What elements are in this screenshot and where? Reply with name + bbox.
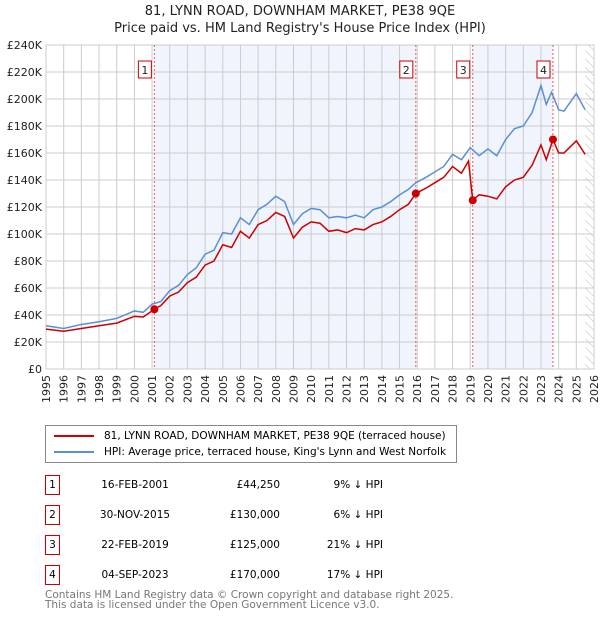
x-tick-label: 2003 — [181, 375, 194, 403]
y-tick-label: £220K — [7, 66, 43, 79]
sale-label-box — [456, 60, 471, 79]
x-tick-label: 2019 — [464, 375, 477, 403]
series-line — [45, 137, 586, 332]
sale-price: £170,000 — [229, 569, 280, 581]
sale-row: 2 30-NOV-2015 £130,000 6% ↓ HPI — [45, 505, 465, 525]
y-tick-label: £160K — [7, 147, 43, 160]
sale-hpi-diff: 9% ↓ HPI — [333, 479, 383, 491]
sale-hpi-diff: 17% ↓ HPI — [326, 569, 383, 581]
x-tick-label: 2013 — [358, 375, 371, 403]
x-tick-label: 2018 — [447, 375, 460, 403]
x-tick-label: 2001 — [146, 375, 159, 403]
footer: Contains HM Land Registry data © Crown c… — [45, 589, 454, 611]
x-tick-label: 1998 — [93, 375, 106, 403]
sale-point — [548, 135, 557, 144]
plot-area: 1995 1996 1997 1998 1999 2000 2001 2002 2003 2004… — [7, 39, 600, 403]
y-tick-label: £140K — [7, 174, 43, 187]
x-tick-label: 2009 — [287, 375, 300, 403]
x-tick-label: 2021 — [500, 375, 513, 403]
x-tick-label: 1996 — [58, 375, 71, 403]
sale-date: 22-FEB-2019 — [101, 539, 169, 551]
x-tick-label: 2008 — [270, 375, 283, 403]
y-tick-label: £20K — [14, 336, 43, 349]
y-tick-label: £180K — [7, 120, 43, 133]
sale-date: 30-NOV-2015 — [99, 509, 171, 521]
sale-badge: 2 — [45, 505, 60, 525]
sale-label-box — [536, 60, 551, 79]
chart-title: 81, LYNN ROAD, DOWNHAM MARKET, PE38 9QE — [144, 4, 456, 19]
x-tick-label: 2022 — [517, 375, 530, 403]
x-tick-label: 1999 — [111, 375, 124, 403]
x-tick-label: 2005 — [217, 375, 230, 403]
sale-row: 3 22-FEB-2019 £125,000 21% ↓ HPI — [45, 535, 465, 555]
legend-blue-label: HPI: Average price, terraced house, King… — [104, 446, 447, 458]
y-tick-label: £240K — [7, 39, 43, 52]
x-tick-label: 2016 — [411, 375, 424, 403]
y-tick-label: £80K — [14, 255, 43, 268]
sale-label-box — [137, 60, 152, 79]
y-tick-label: £200K — [7, 93, 43, 106]
x-tick-label: 1995 — [40, 375, 53, 403]
sale-hpi-diff: 21% ↓ HPI — [326, 539, 383, 551]
x-tick-label: 2004 — [199, 375, 212, 403]
sale-hpi-diff: 6% ↓ HPI — [333, 509, 383, 521]
sale-badge: 1 — [45, 475, 60, 495]
sale-price: £130,000 — [229, 509, 280, 521]
y-tick-label: £0 — [28, 363, 42, 376]
sale-row: 1 16-FEB-2001 £44,250 9% ↓ HPI — [45, 475, 465, 495]
footer-line2: This data is licensed under the Open Gov… — [45, 599, 380, 611]
x-tick-label: 2012 — [341, 375, 354, 403]
x-tick-label: 2002 — [164, 375, 177, 403]
y-tick-label: £100K — [7, 228, 43, 241]
x-tick-label: 2023 — [535, 375, 548, 403]
legend-red-line — [54, 435, 94, 437]
y-tick-label: £40K — [14, 309, 43, 322]
footer-line1: Contains HM Land Registry data © Crown c… — [45, 589, 454, 601]
x-tick-label: 2020 — [482, 375, 495, 403]
sale-row: 4 04-SEP-2023 £170,000 17% ↓ HPI — [45, 565, 465, 585]
y-tick-label: £120K — [7, 201, 43, 214]
sale-badge: 4 — [45, 565, 60, 585]
legend-blue-line — [54, 451, 94, 453]
x-tick-label: 2014 — [376, 375, 389, 403]
sale-point — [468, 196, 477, 205]
x-tick-label: 2017 — [429, 375, 442, 403]
x-tick-label: 2000 — [128, 375, 141, 403]
sale-label: 3 — [460, 64, 467, 77]
legend: 81, LYNN ROAD, DOWNHAM MARKET, PE38 9QE … — [45, 425, 457, 463]
sale-label: 2 — [403, 64, 410, 77]
x-tick-label: 2026 — [588, 375, 600, 403]
x-tick-label: 2006 — [234, 375, 247, 403]
x-tick-label: 2025 — [570, 375, 583, 403]
sale-point — [150, 305, 159, 314]
sale-label: 4 — [540, 64, 547, 77]
y-tick-label: £60K — [14, 282, 43, 295]
x-tick-label: 2024 — [553, 375, 566, 403]
x-tick-label: 1997 — [75, 375, 88, 403]
plot-border — [45, 44, 595, 370]
x-tick-label: 2010 — [305, 375, 318, 403]
series-line — [45, 82, 586, 330]
x-tick-label: 2015 — [394, 375, 407, 403]
x-tick-label: 2007 — [252, 375, 265, 403]
x-tick-label: 2011 — [323, 375, 336, 403]
chart-subtitle: Price paid vs. HM Land Registry's House … — [114, 21, 486, 36]
sale-label-box — [399, 60, 414, 79]
sale-badge: 3 — [45, 535, 60, 555]
sale-date: 16-FEB-2001 — [101, 479, 169, 491]
sale-label: 1 — [141, 64, 148, 77]
sale-point — [411, 189, 420, 198]
sale-price: £44,250 — [236, 479, 280, 491]
legend-red-label: 81, LYNN ROAD, DOWNHAM MARKET, PE38 9QE … — [104, 430, 446, 442]
sale-date: 04-SEP-2023 — [101, 569, 169, 581]
sale-price: £125,000 — [229, 539, 280, 551]
